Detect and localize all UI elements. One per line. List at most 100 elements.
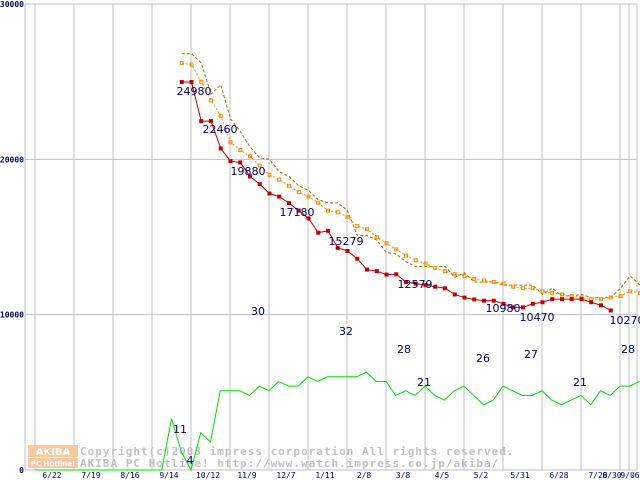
data-point	[472, 276, 477, 281]
data-label: 28	[621, 343, 635, 356]
data-point	[608, 295, 613, 300]
y-tick-label: 10000	[0, 311, 24, 320]
data-label: 10470	[520, 311, 555, 324]
x-axis-labels: 6/22 7/19 8/16 9/14 10/12 11/9 12/7 1/11 2/8 3/8 4…	[42, 471, 639, 480]
data-point	[316, 200, 321, 205]
x-tick-label: 9/06	[620, 471, 639, 480]
watermark: AKIBA PC Hotline! Copyright(c)2003 impre…	[28, 445, 515, 470]
data-point	[374, 269, 379, 274]
data-point	[491, 298, 496, 303]
data-label: 21	[417, 376, 431, 389]
data-point	[511, 305, 516, 310]
data-point	[452, 272, 457, 277]
data-label: 10980	[486, 302, 521, 315]
data-point	[433, 266, 438, 271]
data-label: 11	[173, 423, 187, 436]
data-point	[218, 113, 223, 118]
data-point	[491, 280, 496, 285]
data-point	[550, 290, 555, 295]
data-point	[511, 284, 516, 289]
y-tick-label: 30000	[0, 0, 24, 9]
data-point	[238, 160, 243, 165]
data-point	[365, 227, 369, 232]
data-point	[521, 286, 525, 291]
series	[35, 53, 640, 472]
x-tick-label: 8/30	[602, 471, 621, 480]
grid	[25, 3, 638, 471]
data-point	[530, 301, 535, 306]
data-point	[296, 189, 301, 194]
data-point	[199, 79, 204, 84]
series-avg-price	[179, 61, 640, 302]
data-label: 21	[573, 376, 587, 389]
data-point	[423, 283, 428, 288]
data-point	[326, 228, 330, 233]
data-point	[482, 278, 486, 283]
data-point	[384, 272, 389, 277]
logo-bottom-text: PC Hotline!	[31, 460, 75, 468]
data-point	[472, 297, 477, 302]
data-point	[423, 261, 428, 266]
data-point	[560, 297, 564, 302]
data-point	[618, 294, 623, 299]
data-point	[228, 159, 233, 164]
y-tick-label: 20000	[0, 155, 24, 164]
data-label: 27	[524, 348, 538, 361]
data-point	[579, 297, 584, 302]
data-labels: 24980 22460 19880 17180 15279 12579 1098010470…	[173, 85, 640, 467]
x-tick-label: 11/9	[237, 471, 256, 480]
data-point	[404, 280, 408, 285]
x-tick-label: 9/14	[159, 471, 178, 480]
series-max-price	[181, 53, 640, 299]
data-point	[355, 224, 360, 229]
data-point	[404, 253, 408, 258]
data-point	[179, 79, 184, 84]
data-point	[599, 297, 603, 302]
data-point	[628, 289, 633, 294]
data-point	[413, 258, 418, 263]
data-point	[540, 300, 545, 305]
data-label: 19880	[231, 165, 266, 178]
data-point	[550, 297, 555, 302]
data-label: 12579	[398, 278, 433, 291]
watermark-url: AKIBA PC Hotline! http://www.watch.impre…	[80, 457, 499, 470]
data-point	[413, 281, 418, 286]
data-point	[452, 292, 457, 297]
data-point	[443, 269, 447, 274]
data-point	[589, 297, 594, 302]
x-tick-label: 8/16	[120, 471, 139, 480]
series-line-shop-count	[35, 371, 640, 472]
data-point	[384, 241, 389, 246]
series-line-avg-price	[181, 62, 640, 300]
data-point	[267, 191, 272, 196]
data-label: 30	[251, 305, 265, 318]
x-tick-label: 7/26	[588, 471, 607, 480]
data-point	[277, 194, 282, 199]
data-point	[599, 303, 603, 308]
data-point	[433, 284, 438, 289]
data-point	[608, 308, 613, 313]
data-point	[560, 292, 564, 297]
x-tick-label: 7/19	[81, 471, 100, 480]
data-point	[365, 267, 369, 272]
data-point	[540, 289, 545, 294]
data-label: 24980	[177, 85, 212, 98]
data-point	[248, 174, 252, 179]
watermark-copyright: Copyright(c)2003 impress corporation All…	[80, 445, 515, 458]
data-label: 28	[397, 343, 411, 356]
data-point	[209, 98, 213, 103]
data-point	[267, 172, 272, 177]
data-point	[345, 214, 350, 219]
data-label: 17180	[280, 206, 315, 219]
x-tick-label: 3/8	[396, 471, 411, 480]
data-point	[394, 247, 399, 252]
x-tick-label: 5/2	[474, 471, 489, 480]
data-point	[189, 62, 194, 67]
x-tick-label: 12/7	[276, 471, 295, 480]
data-point	[179, 61, 184, 66]
data-point	[296, 208, 301, 213]
data-point	[501, 301, 506, 306]
y-tick-label: 0	[19, 466, 24, 475]
data-label: 26	[476, 352, 490, 365]
